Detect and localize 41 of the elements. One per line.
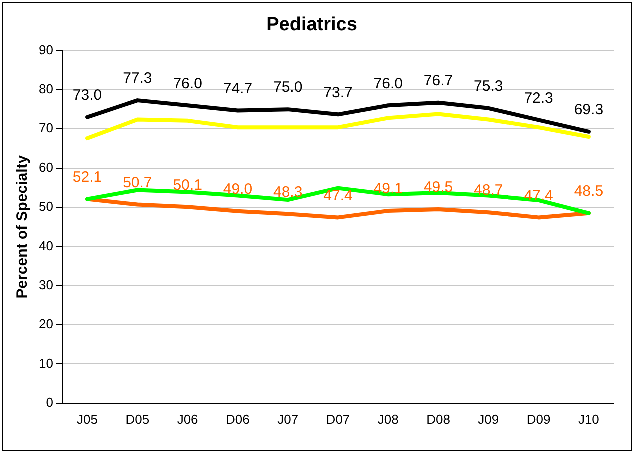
x-tick-label: D08 xyxy=(426,412,450,427)
data-label: 76.0 xyxy=(374,75,403,92)
x-tick-label: J07 xyxy=(278,412,299,427)
data-label: 48.5 xyxy=(574,183,604,200)
y-tick-label: 80 xyxy=(38,82,54,97)
data-label: 77.3 xyxy=(123,70,152,88)
y-tick-label: 70 xyxy=(38,120,54,136)
data-label: 75.0 xyxy=(273,79,303,96)
data-label: 73.0 xyxy=(72,87,102,104)
x-tick-label: D09 xyxy=(526,412,551,427)
y-tick-label: 20 xyxy=(38,316,54,332)
data-label: 50.7 xyxy=(123,174,152,192)
y-tick-label: 50 xyxy=(38,199,54,214)
x-tick-label: D07 xyxy=(326,412,350,427)
x-tick-label: D06 xyxy=(226,412,250,427)
x-tick-label: D05 xyxy=(126,412,150,427)
data-label: 76.0 xyxy=(173,75,202,92)
x-tick-label: J06 xyxy=(177,412,198,427)
data-label: 75.3 xyxy=(474,78,504,96)
x-tick-label: J09 xyxy=(478,412,500,427)
y-tick-label: 90 xyxy=(38,42,54,58)
data-label: 48.3 xyxy=(273,184,303,201)
y-axis-title: Percent of Specialty xyxy=(14,154,32,299)
data-label: 49.0 xyxy=(223,181,253,198)
y-tick-label: 0 xyxy=(46,394,54,410)
data-label: 52.1 xyxy=(72,168,102,186)
data-label: 74.7 xyxy=(223,80,253,98)
data-label: 69.3 xyxy=(574,102,604,119)
x-tick-label: J08 xyxy=(378,412,399,427)
data-label: 50.1 xyxy=(173,176,202,194)
data-label: 47.4 xyxy=(324,187,353,204)
y-tick-label: 10 xyxy=(38,356,54,371)
data-label: 73.7 xyxy=(324,84,353,102)
chart-title: Pediatrics xyxy=(266,14,358,36)
x-tick-label: J05 xyxy=(77,412,98,427)
data-label: 72.3 xyxy=(524,90,554,107)
y-tick-label: 40 xyxy=(38,238,54,254)
x-tick-label: J10 xyxy=(578,412,600,427)
y-tick-label: 30 xyxy=(38,277,54,292)
y-tick-label: 60 xyxy=(38,160,54,175)
data-label: 76.7 xyxy=(424,72,454,90)
